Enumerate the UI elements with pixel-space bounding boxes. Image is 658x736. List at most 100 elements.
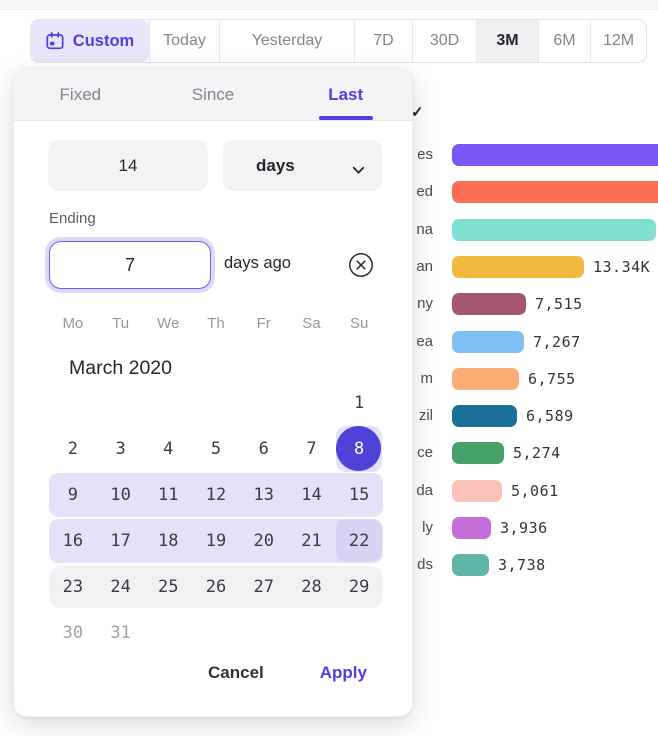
preset-3m[interactable]: 3M: [476, 20, 538, 62]
preset-today[interactable]: Today: [149, 20, 219, 62]
day-cell-29[interactable]: 29: [348, 577, 370, 597]
day-cell-25[interactable]: 25: [158, 577, 179, 597]
preset-6m[interactable]: 6M: [538, 20, 590, 62]
date-mode-tabs: Fixed Since Last: [14, 69, 412, 121]
chart-bar[interactable]: [452, 181, 658, 203]
chart-bar[interactable]: [452, 368, 519, 390]
day-cell-11[interactable]: 11: [158, 485, 179, 505]
chart-bar[interactable]: [452, 480, 502, 502]
day-cell-empty: [49, 380, 97, 426]
day-cell-14[interactable]: 14: [301, 485, 322, 505]
calendar-icon: [46, 32, 64, 50]
chart-bar[interactable]: [452, 256, 584, 278]
calendar-week-row: 16 17 18 19 20 21 22: [49, 518, 383, 564]
chart-row-label: m: [420, 370, 434, 387]
day-cell-28[interactable]: 28: [301, 577, 322, 597]
day-cell-8[interactable]: 8: [335, 426, 383, 472]
chart-bar[interactable]: [452, 517, 491, 539]
cancel-button[interactable]: Cancel: [208, 663, 264, 682]
unit-select-value: days: [256, 155, 295, 175]
ending-count-input[interactable]: [49, 241, 211, 289]
day-cell-17[interactable]: 17: [110, 531, 131, 551]
day-cell-empty: [335, 610, 383, 656]
chart-row-label: zil: [418, 407, 433, 424]
day-cell-21[interactable]: 21: [301, 531, 322, 551]
weekday-sa: Sa: [302, 315, 321, 332]
day-cell-7[interactable]: 7: [306, 439, 317, 459]
weekday-th: Th: [207, 315, 225, 332]
chart-bar[interactable]: [452, 219, 656, 241]
panel-footer: Cancel Apply: [208, 663, 367, 683]
day-cell-5[interactable]: 5: [210, 439, 222, 459]
chart-row-label: ce: [417, 444, 433, 461]
unit-select[interactable]: days: [223, 140, 382, 191]
weekday-we: We: [157, 315, 180, 332]
day-cell-empty: [240, 610, 288, 656]
chart-bar-value: 6,589: [526, 407, 574, 425]
day-cell-23[interactable]: 23: [62, 577, 84, 597]
day-cell-6[interactable]: 6: [258, 439, 269, 459]
background-checkmark-icon: ✓: [411, 104, 424, 121]
chart-bar-value: 5,061: [511, 482, 559, 500]
chart-bar[interactable]: [452, 144, 658, 166]
day-cell-1[interactable]: 1: [354, 393, 365, 413]
day-cell-27[interactable]: 27: [253, 577, 274, 597]
preset-30d[interactable]: 30D: [412, 20, 476, 62]
chart-bar[interactable]: [452, 405, 517, 427]
preset-yesterday[interactable]: Yesterday: [219, 20, 354, 62]
day-cell-15[interactable]: 15: [348, 485, 370, 505]
day-cell-9[interactable]: 9: [67, 485, 78, 505]
calendar-week-row: 30 31: [49, 610, 383, 656]
chart-bar[interactable]: [452, 442, 504, 464]
calendar-month-title: March 2020: [69, 357, 172, 379]
weekday-su: Su: [349, 315, 369, 332]
day-cell-2[interactable]: 2: [67, 439, 78, 459]
day-cell-30: 30: [62, 623, 84, 643]
day-cell-26[interactable]: 26: [205, 577, 227, 597]
day-cell-empty: [97, 380, 145, 426]
custom-range-button[interactable]: Custom: [31, 20, 149, 62]
preset-12m[interactable]: 12M: [590, 20, 646, 62]
chart-bar-value: 3,936: [500, 519, 548, 537]
day-cell-12[interactable]: 12: [205, 485, 227, 505]
day-cell-20[interactable]: 20: [253, 531, 274, 551]
date-range-presets: Custom Today Yesterday 7D 30D 3M 6M 12M: [30, 19, 647, 63]
apply-button[interactable]: Apply: [319, 663, 367, 682]
day-cell-13[interactable]: 13: [253, 485, 274, 505]
day-cell-empty: [288, 380, 336, 426]
day-cell-empty: [192, 380, 240, 426]
chart-bar-value: 6,755: [528, 370, 576, 388]
chart-bar-value: 5,274: [513, 444, 561, 462]
day-cell-10[interactable]: 10: [110, 485, 131, 505]
calendar-week-row: 9 10 11 12 13 14 15: [49, 472, 383, 518]
day-cell-empty: [144, 380, 192, 426]
day-cell-19[interactable]: 19: [205, 531, 227, 551]
day-cell-24[interactable]: 24: [110, 577, 131, 597]
last-count-input[interactable]: [48, 140, 208, 191]
tab-fixed[interactable]: Fixed: [59, 84, 102, 104]
chart-bar-value: 13.34K: [593, 258, 651, 276]
clear-ending-button[interactable]: [347, 251, 375, 279]
day-cell-16[interactable]: 16: [62, 531, 84, 551]
tab-since[interactable]: Since: [191, 84, 235, 104]
chart-row-label: an: [416, 258, 433, 275]
weekday-mo: Mo: [62, 315, 84, 332]
chart-row-label: ed: [416, 183, 433, 200]
chart-bar[interactable]: [452, 554, 489, 576]
day-cell-18[interactable]: 18: [158, 531, 179, 551]
chart-row-label: es: [417, 146, 433, 163]
day-cell-4[interactable]: 4: [163, 439, 174, 459]
chart-row-label: ny: [417, 295, 433, 312]
chart-bar[interactable]: [452, 293, 526, 315]
weekday-fr: Fr: [256, 315, 271, 332]
day-cell-22[interactable]: 22: [335, 518, 383, 564]
chart-bar[interactable]: [452, 331, 524, 353]
tab-last[interactable]: Last: [279, 69, 412, 120]
day-cell-3[interactable]: 3: [115, 439, 126, 459]
day-cell-empty: [240, 380, 288, 426]
day-cell-empty: [144, 610, 192, 656]
preset-7d[interactable]: 7D: [354, 20, 412, 62]
chart-row-label: ea: [416, 333, 433, 350]
ending-suffix-label: days ago: [224, 254, 291, 272]
